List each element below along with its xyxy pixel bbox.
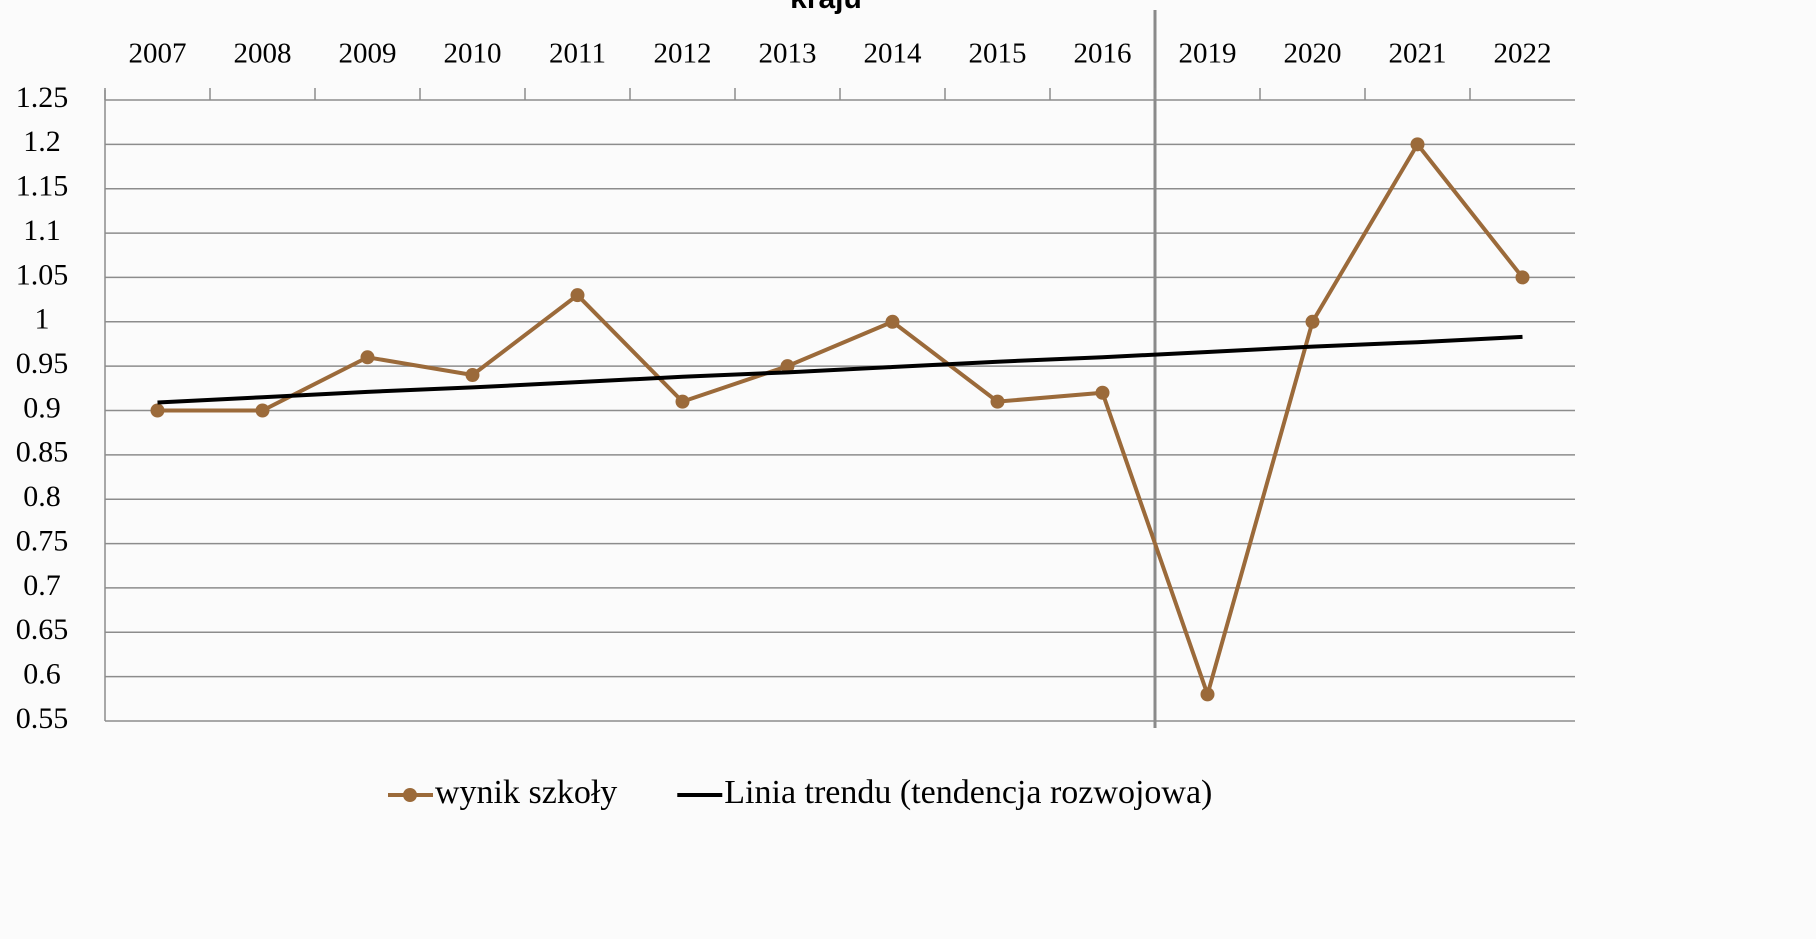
point: [1410, 137, 1425, 152]
point: [885, 314, 900, 329]
legend-marker: [403, 788, 417, 802]
point: [255, 403, 270, 418]
point: [780, 359, 795, 374]
y-tick-label: 0.65: [16, 613, 69, 646]
x-tick-label: 2020: [1284, 38, 1342, 70]
y-tick-label: 0.85: [16, 436, 69, 469]
x-tick-label: 2019: [1179, 38, 1237, 70]
y-tick-label: 1.1: [23, 214, 61, 247]
x-tick-label: 2008: [234, 38, 292, 70]
y-tick-label: 0.95: [16, 347, 69, 380]
point: [570, 288, 585, 303]
y-tick-label: 0.6: [23, 658, 61, 691]
y-tick-label: 1.2: [23, 125, 61, 158]
y-tick-label: 1.25: [16, 81, 69, 114]
point: [150, 403, 165, 418]
legend-label: Linia trendu (tendencja rozwojowa): [724, 774, 1212, 811]
y-tick-label: 0.8: [23, 480, 61, 513]
legend-label: wynik szkoły: [435, 774, 617, 811]
x-tick-label: 2010: [444, 38, 502, 70]
x-tick-label: 2016: [1074, 38, 1132, 70]
y-tick-label: 0.9: [23, 391, 61, 424]
point: [990, 394, 1005, 409]
series-line: [157, 140, 1525, 702]
point: [360, 350, 375, 365]
y-tick-label: 1.05: [16, 258, 69, 291]
point: [1200, 687, 1215, 702]
x-tick-label: 2014: [864, 38, 923, 70]
point: [1515, 270, 1530, 285]
point: [465, 368, 480, 383]
chart-title: kraju: [790, 0, 862, 15]
x-tick-label: 2021: [1389, 38, 1447, 70]
x-tick-label: 2012: [654, 38, 712, 70]
x-tick-label: 2011: [549, 38, 606, 70]
x-tick-label: 2013: [759, 38, 817, 70]
y-tick-label: 1.15: [16, 170, 69, 203]
x-tick-label: 2007: [129, 38, 187, 70]
y-tick-label: 0.55: [16, 702, 69, 735]
x-tick-label: 2022: [1494, 38, 1552, 70]
y-tick-label: 0.75: [16, 524, 69, 557]
point: [1095, 385, 1110, 400]
point: [1305, 314, 1320, 329]
point: [675, 394, 690, 409]
series-line: [157, 334, 1523, 405]
x-tick-label: 2009: [339, 38, 397, 70]
x-tick-label: 2015: [969, 38, 1027, 70]
y-tick-label: 1: [35, 303, 50, 336]
y-tick-label: 0.7: [23, 569, 61, 602]
